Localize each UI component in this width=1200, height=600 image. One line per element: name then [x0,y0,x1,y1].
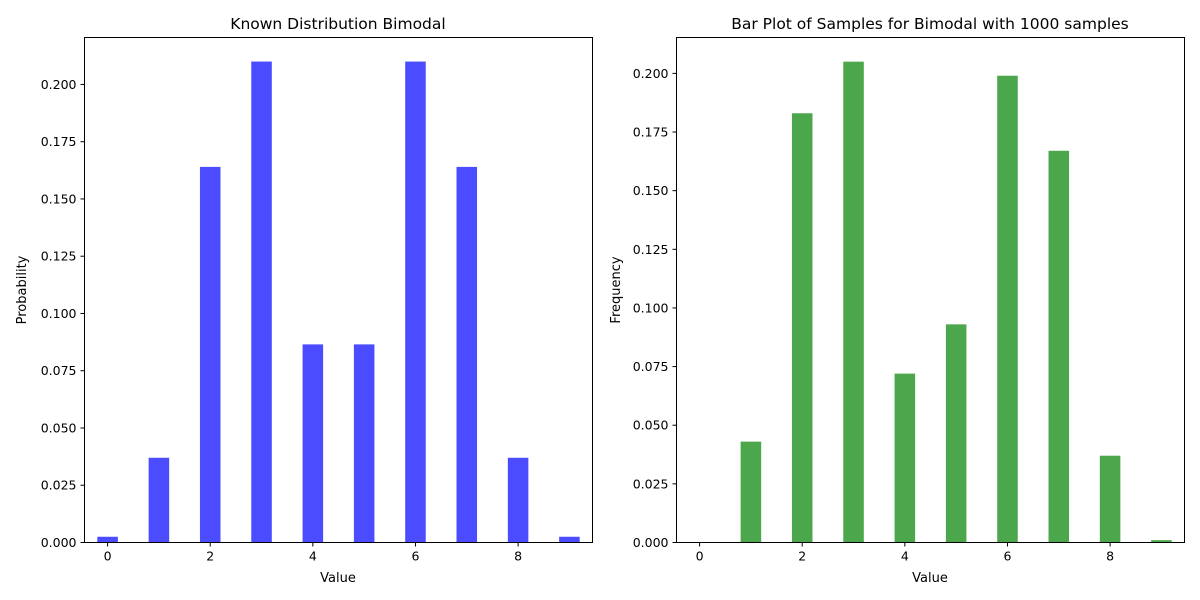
y-tick-label: 0.025 [41,478,77,493]
y-tick-label: 0.125 [633,242,669,257]
y-tick-label: 0.175 [633,125,669,140]
bar-8 [1099,455,1121,543]
bar-1 [148,457,170,543]
x-axis-ticks: 0 2 4 6 8 [104,542,522,564]
y-tick-label: 0.075 [41,363,77,378]
bar-6 [997,75,1018,543]
bar-0 [97,536,118,543]
bar-8 [507,457,529,543]
bar-7 [456,166,478,543]
x-tick-label: 4 [901,549,909,564]
y-tick-label: 0.150 [41,191,77,206]
bar-4 [302,344,324,543]
y-axis-ticks: 0.000 0.025 0.050 0.075 0.100 0.125 0.150 0.175… [41,77,85,550]
y-axis-ticks: 0.000 0.025 0.050 0.075 0.100 0.125 0.150 0.175… [633,66,677,550]
x-tick-label: 0 [696,549,704,564]
y-axis-label: Frequency [609,256,624,323]
bar-1 [740,441,762,543]
bar-3 [251,61,272,543]
x-tick-label: 4 [309,549,317,564]
chart-left: Known Distribution Bimodal Value Probabi… [15,15,593,586]
x-tick-label: 6 [411,549,419,564]
x-tick-label: 6 [1003,549,1011,564]
chart-title: Known Distribution Bimodal [230,15,445,33]
y-tick-label: 0.175 [41,134,77,149]
plot-frame [84,37,593,543]
y-tick-label: 0.025 [633,476,669,491]
y-tick-label: 0.050 [633,418,669,433]
x-axis-ticks: 0 2 4 6 8 [696,542,1114,564]
x-axis-label: Value [320,571,356,586]
y-axis-label: Probability [15,255,30,324]
y-tick-label: 0.125 [41,249,77,264]
y-tick-label: 0.050 [41,420,77,435]
bar-5 [353,344,375,543]
y-tick-label: 0.200 [633,66,669,81]
y-tick-label: 0.000 [41,535,77,550]
x-tick-label: 2 [206,549,214,564]
y-tick-label: 0.000 [633,535,669,550]
bar-9 [1151,540,1172,543]
chart-right: Bar Plot of Samples for Bimodal with 100… [609,15,1185,586]
bar-2 [791,113,813,543]
bar-3 [843,61,864,543]
x-tick-label: 8 [514,549,522,564]
bar-5 [945,324,967,543]
y-tick-label: 0.100 [633,300,669,315]
plot-frame [676,37,1185,543]
y-tick-label: 0.200 [41,77,77,92]
y-tick-label: 0.100 [41,306,77,321]
x-tick-label: 8 [1106,549,1114,564]
bar-4 [894,373,916,543]
bar-2 [199,166,221,543]
x-tick-label: 0 [104,549,112,564]
bar-7 [1048,150,1070,543]
bar-group [740,61,1172,543]
y-tick-label: 0.150 [633,183,669,198]
bar-6 [405,61,426,543]
y-tick-label: 0.075 [633,359,669,374]
bar-9 [559,536,580,543]
x-axis-label: Value [912,571,948,586]
bar-group [97,61,580,543]
x-tick-label: 2 [798,549,806,564]
chart-title: Bar Plot of Samples for Bimodal with 100… [731,15,1129,33]
